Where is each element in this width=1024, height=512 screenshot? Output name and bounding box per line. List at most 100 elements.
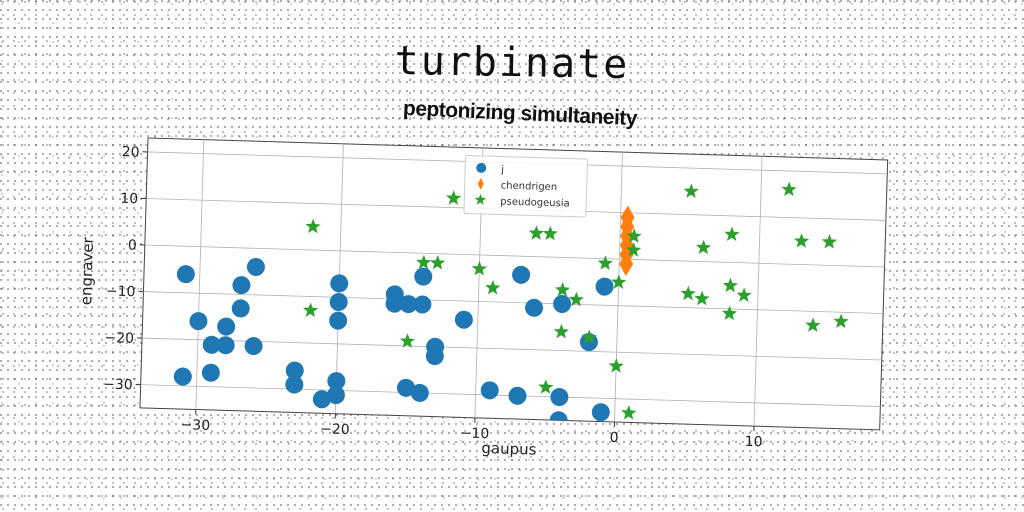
data-point-pseudogeusia: [626, 228, 642, 243]
legend-label-pseudogeusia: pseudogeusia: [500, 196, 570, 209]
data-point-j: [176, 265, 195, 284]
data-point-j: [426, 337, 445, 356]
data-point-pseudogeusia: [597, 255, 613, 270]
data-point-j: [285, 361, 304, 380]
data-point-j: [202, 335, 221, 354]
data-point-pseudogeusia: [805, 317, 821, 333]
data-point-pseudogeusia: [416, 254, 432, 270]
data-point-pseudogeusia: [724, 226, 740, 242]
data-point-j: [385, 294, 404, 313]
legend-marker-j: [476, 162, 487, 173]
data-point-pseudogeusia: [305, 218, 321, 234]
data-point-pseudogeusia: [471, 260, 488, 276]
data-point-j: [525, 298, 544, 317]
data-point-j: [512, 265, 531, 284]
x-axis: −30 −20 −10 0 10: [180, 409, 763, 450]
legend-label-chendrigen: chendrigen: [501, 180, 558, 193]
data-point-j: [410, 383, 429, 402]
series-pseudogeusia: [302, 181, 849, 420]
data-point-j: [327, 372, 346, 391]
data-point-pseudogeusia: [721, 305, 738, 321]
data-point-pseudogeusia: [793, 233, 810, 248]
data-point-j: [396, 378, 415, 397]
data-point-pseudogeusia: [683, 183, 699, 198]
data-marks: [173, 181, 849, 430]
legend-frame: [463, 154, 589, 218]
plot-frame: [139, 137, 889, 431]
data-point-j: [550, 388, 569, 407]
data-point-pseudogeusia: [722, 277, 738, 293]
y-axis: 20 10 0 −10 −20 −30: [103, 144, 148, 394]
data-point-pseudogeusia: [568, 291, 584, 307]
series-j: [173, 257, 614, 430]
data-point-j: [231, 299, 250, 318]
data-point-pseudogeusia: [694, 290, 710, 306]
data-point-pseudogeusia: [445, 190, 462, 205]
data-point-j: [454, 310, 473, 329]
data-point-j: [232, 276, 251, 295]
data-point-pseudogeusia: [542, 225, 558, 241]
y-tick-label: 10: [120, 191, 138, 208]
data-point-j: [246, 257, 265, 276]
data-point-pseudogeusia: [553, 323, 569, 339]
legend: j chendrigen pseudogeusia: [463, 154, 589, 218]
grid-line-y: [143, 291, 884, 314]
y-tick-label: −20: [104, 330, 134, 347]
data-point-pseudogeusia: [781, 181, 797, 197]
data-point-pseudogeusia: [833, 313, 849, 329]
data-point-pseudogeusia: [626, 242, 642, 257]
y-axis-label: engraver: [77, 236, 97, 305]
grid-line-x: [614, 152, 623, 422]
legend-marker-pseudogeusia: [474, 193, 487, 205]
data-point-pseudogeusia: [736, 287, 752, 303]
data-point-j: [508, 386, 527, 405]
data-point-pseudogeusia: [581, 329, 597, 344]
x-tick-label: −30: [180, 417, 210, 434]
y-tick-label: −30: [103, 377, 133, 394]
data-point-j: [399, 295, 418, 314]
x-tick-label: 10: [744, 434, 762, 451]
grid-line-y: [142, 337, 882, 361]
data-point-pseudogeusia: [821, 234, 838, 249]
data-point-j: [201, 363, 220, 382]
data-point-pseudogeusia: [430, 255, 446, 270]
data-point-pseudogeusia: [485, 279, 501, 295]
y-tick-label: 0: [128, 238, 137, 254]
data-point-pseudogeusia: [608, 358, 624, 373]
data-point-pseudogeusia: [611, 274, 627, 289]
data-point-j: [330, 274, 349, 293]
data-point-j: [414, 267, 433, 286]
grid-line-x: [195, 139, 205, 410]
grid-line-y: [144, 244, 885, 268]
x-tick-label: −10: [459, 425, 489, 442]
data-point-j: [591, 403, 610, 422]
data-point-j: [312, 390, 331, 409]
grid-line-x: [753, 156, 763, 427]
data-point-j: [244, 337, 263, 356]
data-point-j: [217, 317, 236, 336]
data-point-j: [326, 386, 345, 405]
x-axis-label: gaupus: [481, 439, 537, 459]
data-point-j: [189, 312, 208, 331]
data-point-pseudogeusia: [399, 333, 416, 348]
data-point-pseudogeusia: [302, 302, 319, 318]
data-point-pseudogeusia: [695, 239, 712, 255]
data-point-pseudogeusia: [528, 225, 544, 240]
data-point-j: [553, 294, 572, 313]
y-tick-label: 20: [122, 144, 140, 161]
data-point-j: [329, 311, 348, 330]
data-point-pseudogeusia: [555, 282, 571, 297]
data-point-j: [480, 381, 499, 400]
data-point-pseudogeusia: [538, 379, 554, 394]
y-tick-label: −10: [106, 283, 136, 300]
data-point-j: [285, 375, 304, 394]
data-point-j: [329, 293, 348, 312]
legend-label-j: j: [500, 164, 504, 175]
x-tick-label: 0: [609, 430, 618, 446]
plot-area: −30 −20 −10 0 10 20 10 0 −10 −20 −30 gaupus engra…: [77, 137, 889, 459]
x-tick-label: −20: [320, 421, 350, 438]
data-point-pseudogeusia: [680, 285, 696, 301]
data-point-j: [595, 277, 614, 296]
data-point-chendrigen: [619, 251, 634, 276]
